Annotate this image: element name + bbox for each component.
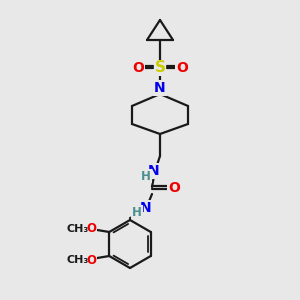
Text: O: O xyxy=(176,61,188,75)
Text: N: N xyxy=(154,81,166,95)
Text: H: H xyxy=(141,169,151,182)
Text: O: O xyxy=(132,61,144,75)
Text: O: O xyxy=(168,181,180,195)
Text: N: N xyxy=(140,201,152,215)
Text: N: N xyxy=(148,164,160,178)
Text: CH₃: CH₃ xyxy=(66,224,88,234)
Text: O: O xyxy=(86,254,96,266)
Text: S: S xyxy=(154,61,166,76)
Text: CH₃: CH₃ xyxy=(66,255,88,265)
Text: O: O xyxy=(86,223,96,236)
Text: H: H xyxy=(132,206,142,218)
